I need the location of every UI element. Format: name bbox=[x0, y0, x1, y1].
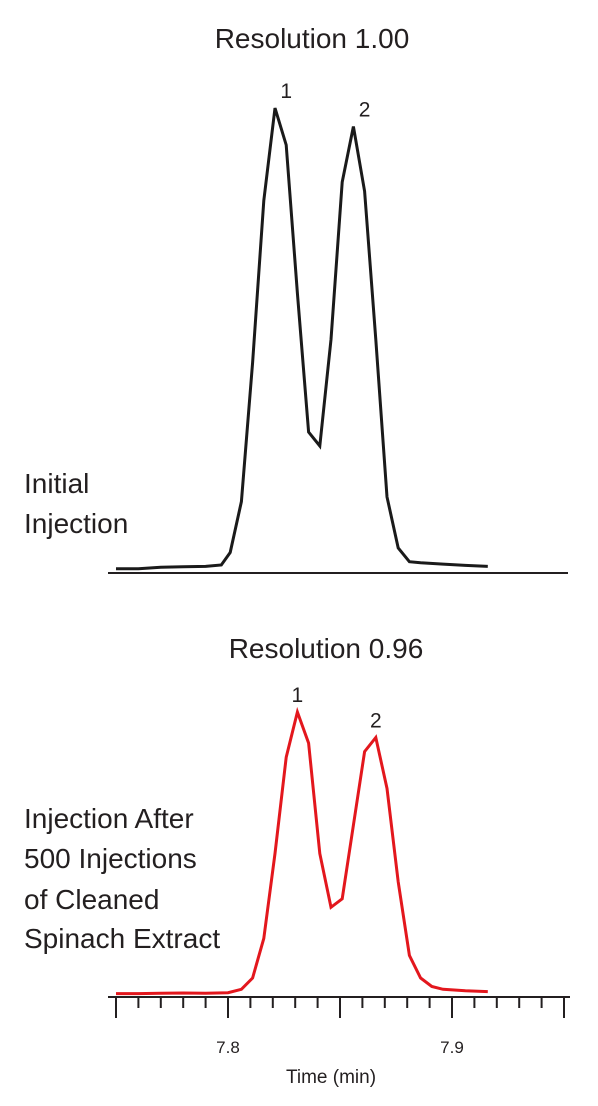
panel-title-after: Resolution 0.96 bbox=[229, 633, 424, 664]
series-line-initial bbox=[116, 107, 488, 571]
side-label-initial-line-1: Initial bbox=[24, 468, 89, 499]
series-line-after bbox=[116, 706, 488, 996]
side-label-after-line-1: Injection After bbox=[24, 803, 194, 834]
side-label-after-line-2: 500 Injections bbox=[24, 843, 197, 874]
side-label-after: Injection After 500 Injections of Cleane… bbox=[24, 803, 220, 954]
peak-label-2-after: 2 bbox=[370, 710, 382, 733]
panel-title-initial: Resolution 1.00 bbox=[215, 23, 410, 54]
peak-label-2-initial: 2 bbox=[359, 99, 371, 122]
x-tick-label-7.9: 7.9 bbox=[440, 1038, 464, 1057]
peak-label-1-after: 1 bbox=[292, 684, 304, 707]
panel-initial-injection: Resolution 1.00 Initial Injection 1 2 bbox=[24, 23, 568, 574]
x-axis-label: Time (min) bbox=[286, 1067, 376, 1088]
x-axis-ticks bbox=[115, 997, 565, 1018]
x-tick-label-7.8: 7.8 bbox=[216, 1038, 240, 1057]
side-label-after-line-4: Spinach Extract bbox=[24, 923, 220, 954]
panel-after-injections: Resolution 0.96 Injection After 500 Inje… bbox=[24, 633, 570, 1088]
side-label-initial-line-2: Injection bbox=[24, 508, 128, 539]
side-label-initial: Initial Injection bbox=[24, 468, 128, 539]
peak-label-1-initial: 1 bbox=[280, 80, 292, 103]
side-label-after-line-3: of Cleaned bbox=[24, 884, 159, 915]
